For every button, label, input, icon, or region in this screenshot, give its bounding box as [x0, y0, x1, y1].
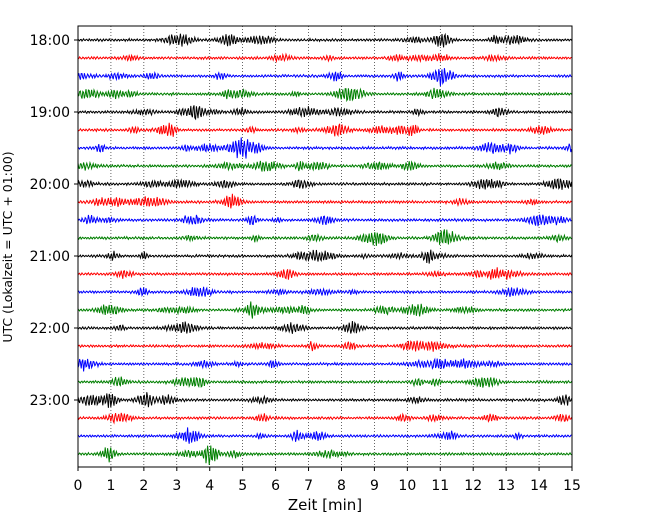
y-tick-label: 18:00: [30, 33, 70, 49]
seismic-trace: [77, 427, 572, 444]
seismic-trace: [77, 32, 573, 48]
seismic-trace: [77, 376, 573, 388]
y-tick-label: 20:00: [30, 177, 70, 193]
y-tick-label: 23:00: [30, 393, 70, 409]
seismic-trace: [77, 249, 573, 264]
seismic-trace: [77, 137, 573, 159]
x-tick-label: 14: [530, 478, 548, 494]
seismic-trace: [77, 286, 573, 297]
seismic-trace: [77, 267, 573, 280]
x-tick-label: 12: [464, 478, 482, 494]
x-tick-label: 8: [337, 478, 346, 494]
seismic-trace: [77, 357, 572, 372]
x-tick-label: 3: [172, 478, 181, 494]
x-tick-label: 13: [497, 478, 515, 494]
seismic-trace: [77, 340, 572, 352]
x-tick-label: 2: [139, 478, 148, 494]
y-tick-label: 22:00: [30, 321, 70, 337]
seismic-trace: [77, 160, 572, 172]
seismic-trace: [77, 122, 573, 138]
x-tick-label: 9: [370, 478, 379, 494]
y-tick-label: 19:00: [30, 105, 70, 121]
seismic-trace: [77, 87, 573, 103]
x-tick-label: 7: [304, 478, 313, 494]
x-axis-label: Zeit [min]: [288, 496, 362, 514]
seismic-trace: [77, 105, 572, 121]
x-tick-label: 11: [431, 478, 449, 494]
seismic-trace: [77, 320, 572, 334]
seismic-trace: [77, 412, 573, 425]
y-axis-label: UTC (Lokalzeit = UTC + 01:00): [0, 151, 15, 342]
x-tick-label: 5: [238, 478, 247, 494]
x-axis: 0 1 2 3 4 5 6 7 8 9 10 11 12 13 14 15: [74, 467, 581, 494]
seismic-trace: [77, 68, 572, 87]
seismic-trace: [77, 301, 572, 319]
x-tick-label: 0: [74, 478, 83, 494]
seismic-trace: [77, 52, 572, 64]
y-tick-label: 21:00: [30, 249, 70, 265]
plot-frame: [77, 25, 573, 468]
seismic-trace: [77, 445, 572, 465]
x-tick-label: 15: [563, 478, 581, 494]
x-tick-label: 6: [271, 478, 280, 494]
x-tick-label: 4: [205, 478, 214, 494]
x-tick-label: 10: [398, 478, 416, 494]
seismic-trace: [77, 193, 572, 209]
seismic-trace: [77, 392, 573, 408]
seismic-trace: [77, 214, 572, 227]
seismic-trace: [77, 178, 573, 190]
seismic-traces: [77, 32, 573, 465]
x-tick-label: 1: [106, 478, 115, 494]
seismic-trace: [77, 229, 572, 246]
y-axis: 18:00 19:00 20:00 21:00 22:00 23:00: [30, 33, 78, 409]
